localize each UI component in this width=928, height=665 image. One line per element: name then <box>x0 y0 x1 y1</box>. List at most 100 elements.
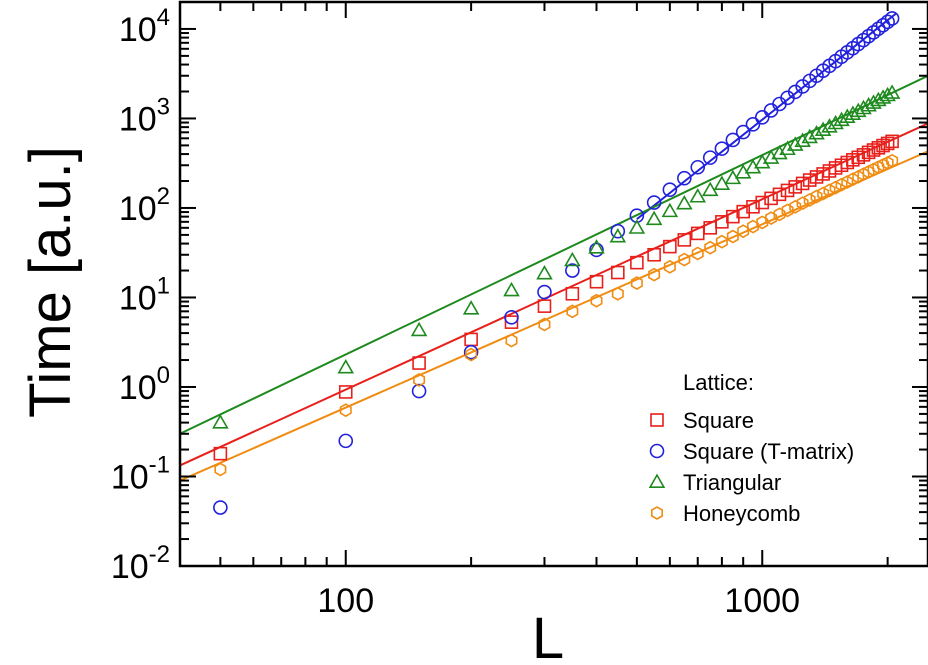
y-tick-label: 100 <box>119 362 170 407</box>
point-square-t-matrix <box>714 141 730 156</box>
point-square <box>866 143 881 157</box>
point-honeycomb <box>746 219 759 234</box>
legend-marker-honeycomb <box>650 506 664 520</box>
point-triangular <box>536 265 553 280</box>
point-square <box>772 187 787 202</box>
point-square-t-matrix <box>677 170 692 186</box>
point-square <box>565 286 580 301</box>
legend-marker-triangular <box>648 473 666 488</box>
point-square-t-matrix <box>856 32 871 48</box>
point-square <box>788 180 803 194</box>
plot-frame <box>178 0 928 568</box>
point-square-t-matrix <box>537 284 552 300</box>
x-axis-title: L <box>532 606 564 665</box>
point-square-t-matrix <box>880 14 895 30</box>
point-honeycomb <box>817 186 830 201</box>
y-tick-label: 10-2 <box>111 541 170 586</box>
point-honeycomb <box>881 155 894 170</box>
point-triangular <box>814 121 832 137</box>
point-square-t-matrix <box>504 310 519 325</box>
point-honeycomb <box>663 259 676 274</box>
y-axis-title: Time [a.u.] <box>18 146 83 418</box>
point-triangular <box>689 188 707 203</box>
point-square-t-matrix <box>884 11 900 26</box>
point-honeycomb <box>867 162 880 177</box>
point-square-t-matrix <box>213 500 228 515</box>
point-honeycomb <box>704 240 717 255</box>
point-honeycomb <box>413 372 426 387</box>
y-tick-label: 103 <box>119 93 170 138</box>
point-triangular <box>337 359 355 374</box>
point-square <box>871 141 886 155</box>
point-square <box>338 385 353 399</box>
point-square <box>802 173 817 187</box>
point-square <box>880 136 895 151</box>
point-triangular <box>609 227 627 243</box>
point-triangular <box>462 300 480 315</box>
point-square <box>663 239 677 254</box>
point-square-t-matrix <box>610 223 626 239</box>
point-square <box>856 148 871 162</box>
point-honeycomb <box>465 347 478 362</box>
point-honeycomb <box>872 160 885 175</box>
point-square-t-matrix <box>866 25 881 40</box>
fit-line-honeycomb <box>180 150 928 482</box>
point-square-t-matrix <box>463 344 479 360</box>
point-honeycomb <box>829 180 842 195</box>
point-square <box>795 176 810 191</box>
legend-label-honeycomb: Honeycomb <box>683 501 800 526</box>
point-triangular <box>879 86 896 102</box>
tick-labels: 100 1000 10-2 10-1 100 101 102 103 104 <box>111 4 800 620</box>
legend-marker-square <box>650 413 664 427</box>
point-honeycomb <box>630 276 643 290</box>
point-honeycomb <box>691 246 704 261</box>
point-square-t-matrix <box>702 150 718 165</box>
point-square-t-matrix <box>690 159 706 175</box>
point-square <box>504 315 519 329</box>
point-triangular <box>794 132 811 147</box>
point-triangular <box>503 281 520 297</box>
point-square-t-matrix <box>589 242 604 258</box>
point-triangular <box>645 210 663 226</box>
point-square-t-matrix <box>725 132 741 148</box>
point-square-t-matrix <box>411 383 427 399</box>
point-square <box>861 145 876 160</box>
legend: Lattice: Square Square (T-matrix) Triangul… <box>648 370 854 526</box>
point-honeycomb <box>773 207 786 222</box>
point-square <box>726 209 740 224</box>
point-square <box>715 215 729 229</box>
point-honeycomb <box>590 293 603 308</box>
point-square <box>611 265 625 280</box>
point-square <box>780 183 795 198</box>
point-square <box>213 446 228 461</box>
point-honeycomb <box>756 215 769 230</box>
point-square-t-matrix <box>338 433 354 449</box>
point-triangular <box>827 114 844 130</box>
point-honeycomb <box>339 403 352 418</box>
point-square <box>736 204 750 219</box>
point-triangular <box>786 136 804 151</box>
ticks <box>179 1 928 567</box>
legend-label-square: Square <box>683 408 754 433</box>
point-square-t-matrix <box>662 182 678 197</box>
point-honeycomb <box>810 189 823 204</box>
legend-label-triangular: Triangular <box>683 470 781 495</box>
point-square <box>647 247 661 262</box>
point-triangular <box>628 219 646 234</box>
y-tick-label: 10-1 <box>111 451 170 496</box>
point-honeycomb <box>789 199 802 214</box>
point-triangular <box>801 128 818 144</box>
point-square <box>589 274 604 289</box>
point-square-t-matrix <box>565 263 580 278</box>
point-honeycomb <box>678 252 691 267</box>
point-triangular <box>661 202 679 218</box>
point-triangular <box>564 251 581 267</box>
point-honeycomb <box>835 177 848 192</box>
point-honeycomb <box>765 211 778 226</box>
point-honeycomb <box>611 286 624 301</box>
point-square <box>755 195 770 210</box>
point-square <box>876 138 890 153</box>
point-honeycomb <box>538 317 551 332</box>
point-honeycomb <box>505 333 518 348</box>
